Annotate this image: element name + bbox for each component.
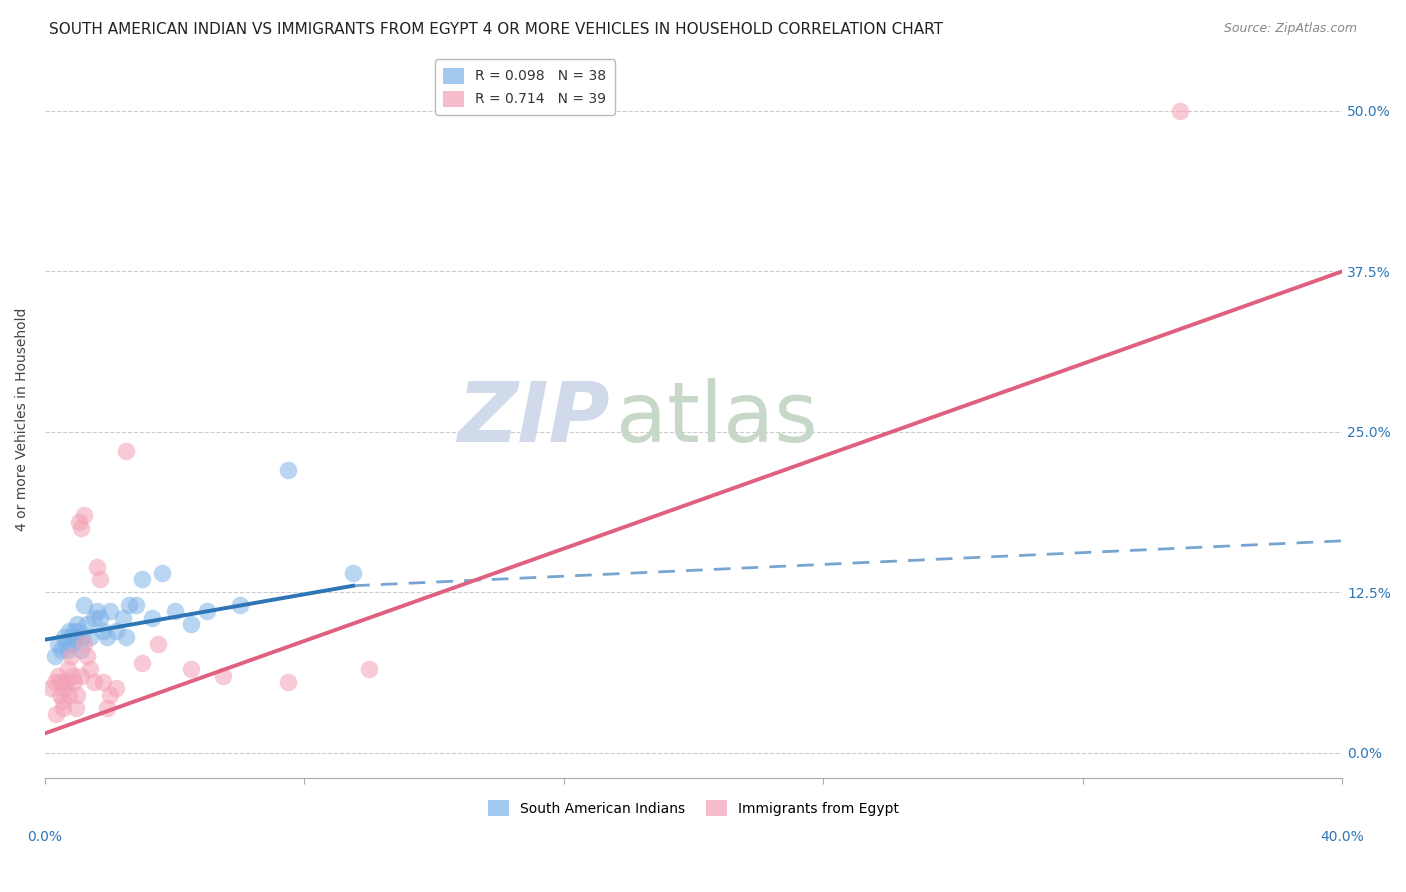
Point (150, 566, 173, 580)
Point (79, 662, 101, 676)
Point (96, 700, 118, 714)
Point (46, 636, 69, 650)
Point (115, 444, 138, 458)
Point (73, 508, 96, 523)
Point (55, 636, 77, 650)
Point (89, 572, 111, 586)
Point (55, 675, 77, 690)
Point (98, 688, 121, 702)
Point (63, 675, 86, 690)
Text: ZIP: ZIP (457, 378, 609, 459)
Point (73, 598, 96, 612)
Point (76, 649, 98, 664)
Point (359, 662, 381, 676)
Point (83, 675, 105, 690)
Point (79, 630, 101, 644)
Point (58, 624, 80, 638)
Point (66, 688, 89, 702)
Point (195, 604, 218, 618)
Point (69, 668, 91, 682)
Point (69, 643, 91, 657)
Text: SOUTH AMERICAN INDIAN VS IMMIGRANTS FROM EGYPT 4 OR MORE VEHICLES IN HOUSEHOLD C: SOUTH AMERICAN INDIAN VS IMMIGRANTS FROM… (49, 22, 943, 37)
Point (56, 662, 79, 676)
Point (93, 675, 115, 690)
Point (96, 630, 118, 644)
Point (52, 694, 75, 708)
Point (86, 604, 108, 618)
Point (93, 624, 115, 638)
Point (65, 630, 87, 644)
Text: 40.0%: 40.0% (1320, 830, 1364, 844)
Point (89, 611, 111, 625)
Point (125, 598, 148, 612)
Point (59, 630, 82, 644)
Y-axis label: 4 or more Vehicles in Household: 4 or more Vehicles in Household (15, 307, 30, 531)
Point (45, 707, 67, 722)
Point (180, 662, 202, 676)
Point (277, 675, 299, 690)
Point (105, 624, 128, 638)
Point (48, 688, 70, 702)
Point (62, 636, 84, 650)
Point (228, 598, 250, 612)
Point (73, 636, 96, 650)
Point (66, 617, 89, 632)
Point (342, 566, 364, 580)
Point (63, 624, 86, 638)
Point (59, 649, 82, 664)
Point (76, 617, 98, 632)
Text: atlas: atlas (616, 378, 817, 459)
Point (53, 630, 76, 644)
Point (58, 688, 80, 702)
Point (148, 636, 170, 650)
Point (44, 649, 66, 664)
Point (115, 630, 138, 644)
Point (67, 515, 90, 529)
Point (131, 656, 153, 670)
Point (83, 611, 105, 625)
Point (62, 668, 84, 682)
Point (52, 700, 75, 714)
Point (51, 675, 73, 690)
Text: Source: ZipAtlas.com: Source: ZipAtlas.com (1223, 22, 1357, 36)
Point (65, 700, 87, 714)
Legend: South American Indians, Immigrants from Egypt: South American Indians, Immigrants from … (482, 795, 904, 822)
Point (51, 643, 73, 657)
Point (131, 572, 153, 586)
Point (163, 604, 186, 618)
Point (69, 521, 91, 535)
Point (46, 668, 69, 682)
Point (1168, 103, 1191, 118)
Point (141, 611, 163, 625)
Text: 0.0%: 0.0% (28, 830, 62, 844)
Point (44, 675, 66, 690)
Point (118, 598, 141, 612)
Point (277, 463, 299, 477)
Point (72, 630, 94, 644)
Point (111, 611, 134, 625)
Point (180, 617, 202, 632)
Point (53, 681, 76, 696)
Point (105, 681, 128, 696)
Point (41, 681, 63, 696)
Point (67, 624, 90, 638)
Point (86, 559, 108, 574)
Point (56, 643, 79, 657)
Point (98, 604, 121, 618)
Point (212, 668, 235, 682)
